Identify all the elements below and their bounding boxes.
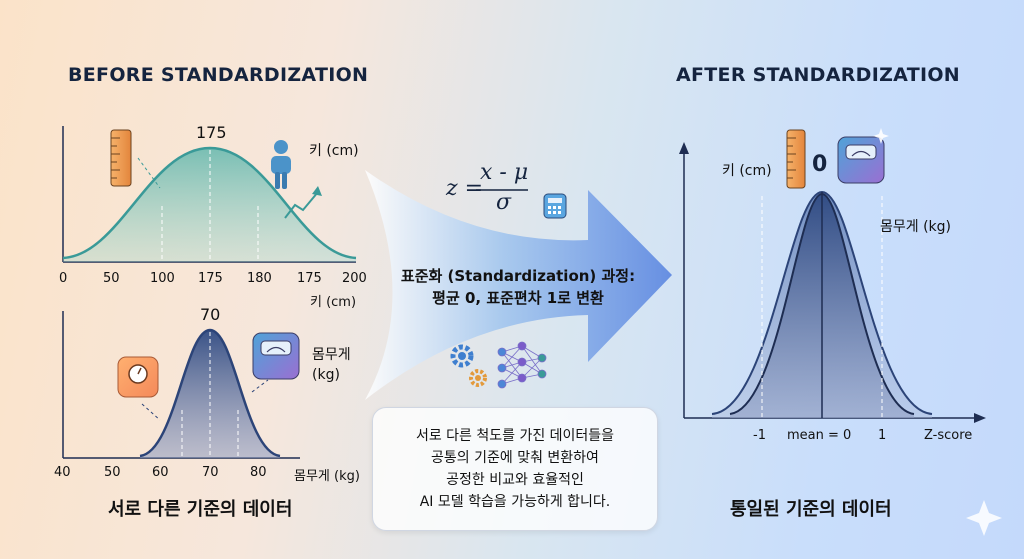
- neural-network-icon: [497, 341, 547, 389]
- weight-bell-curve: [140, 330, 280, 458]
- ruler-icon-right: [786, 129, 806, 189]
- weight-unit-line: 몸무게: [312, 347, 351, 363]
- sparkle-icon-corner: [966, 500, 1002, 536]
- after-peak-label: 0: [812, 152, 828, 177]
- person-icon: [271, 140, 291, 189]
- height-tick: 0: [59, 271, 68, 286]
- z-tick: mean = 0: [787, 428, 852, 443]
- z-axis-label: Z-score: [924, 428, 973, 443]
- process-description: 표준화 (Standardization) 과정: 평균 0, 표준편차 1로 …: [388, 265, 648, 309]
- before-caption: 서로 다른 기준의 데이터: [108, 499, 293, 520]
- scale-icon: [117, 356, 159, 398]
- digital-scale-icon-right: [837, 136, 885, 184]
- formula-lhs: z =: [446, 176, 484, 201]
- explanation-box: 서로 다른 척도를 가진 데이터들을 공통의 기준에 맞춰 변환하여 공정한 비…: [372, 407, 658, 531]
- weight-tick: 80: [250, 465, 267, 480]
- height-tick: 100: [150, 271, 175, 286]
- weight-tick: 60: [152, 465, 169, 480]
- after-title: AFTER STANDARDIZATION: [676, 64, 960, 86]
- z-tick: -1: [753, 428, 766, 443]
- note-line: AI 모델 학습을 가능하게 합니다.: [419, 494, 611, 510]
- height-tick: 200: [342, 271, 367, 286]
- weight-tick: 70: [202, 465, 219, 480]
- note-line: 서로 다른 척도를 가진 데이터들을: [415, 428, 615, 444]
- height-axis-label: 키 (cm): [310, 295, 357, 310]
- weight-tick: 40: [54, 465, 71, 480]
- weight-tick: 50: [104, 465, 121, 480]
- weight-peak-label: 70: [200, 305, 221, 324]
- digital-scale-icon: [252, 332, 300, 380]
- process-line: 표준화 (Standardization) 과정:: [400, 267, 636, 285]
- formula-denominator: σ: [496, 190, 512, 215]
- before-title: BEFORE STANDARDIZATION: [68, 64, 369, 86]
- ruler-icon: [110, 129, 132, 187]
- height-tick: 50: [103, 271, 120, 286]
- note-line: 공통의 기준에 맞춰 변환하여: [431, 450, 599, 466]
- note-line: 공정한 비교와 효율적인: [446, 472, 584, 488]
- after-height-label: 키 (cm): [722, 163, 772, 179]
- height-tick: 175: [198, 271, 223, 286]
- after-weight-label: 몸무게 (kg): [880, 219, 952, 235]
- process-line: 평균 0, 표준편차 1로 변환: [432, 289, 604, 307]
- height-tick: 175: [297, 271, 322, 286]
- formula-numerator: x - μ: [480, 160, 529, 185]
- height-peak-label: 175: [196, 123, 227, 142]
- weight-unit-label: 몸무게 (kg): [312, 345, 351, 385]
- gears-icon: [450, 344, 487, 387]
- height-bell-curve: [63, 148, 356, 262]
- standardization-arrow: [365, 170, 672, 400]
- calculator-icon: [543, 193, 567, 219]
- after-caption: 통일된 기준의 데이터: [730, 499, 892, 520]
- z-tick: 1: [878, 428, 887, 443]
- sparkle-icon: [873, 128, 889, 144]
- weight-axis-label: 몸무게 (kg): [294, 469, 360, 484]
- height-tick: 180: [247, 271, 272, 286]
- trend-up-icon: [284, 191, 319, 219]
- weight-unit-line: (kg): [312, 367, 340, 383]
- height-unit-label: 키 (cm): [309, 143, 359, 159]
